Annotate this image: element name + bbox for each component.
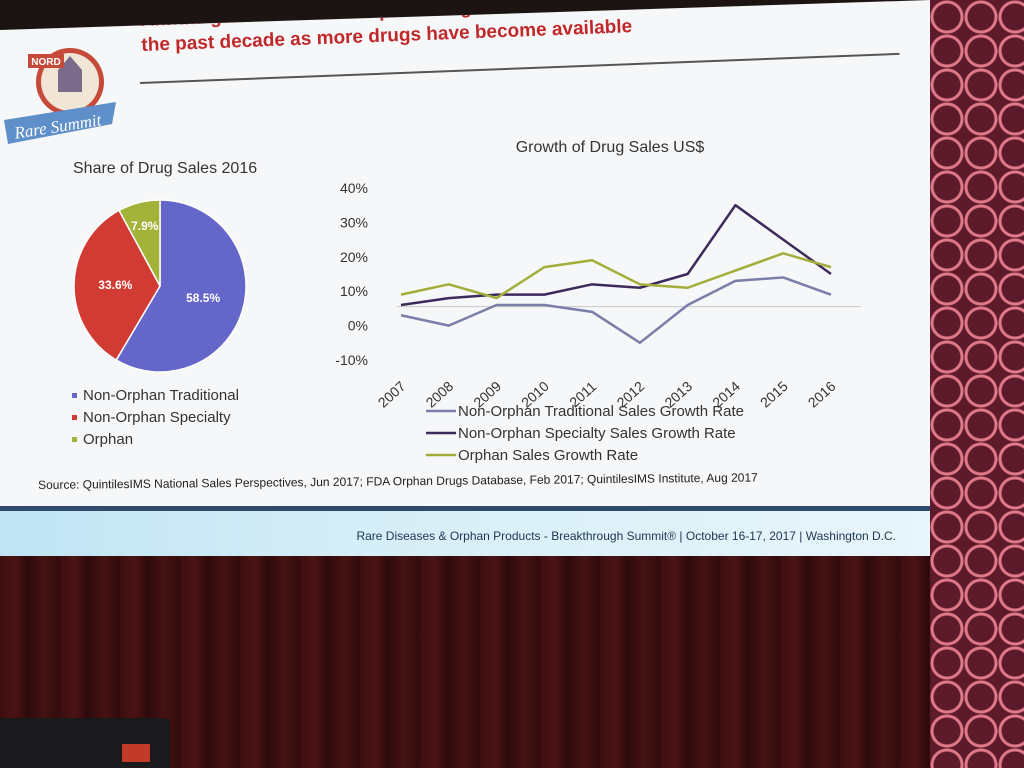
pie-slice [118, 199, 161, 287]
legend-label: Non-Orphan Traditional Sales Growth Rate [458, 403, 744, 420]
legend-label: Orphan [83, 430, 134, 448]
pie-slice-label: 7.9% [131, 219, 159, 233]
footer-text: Rare Diseases & Orphan Products - Breakt… [356, 529, 896, 543]
source-note: Source: QuintilesIMS National Sales Pers… [38, 470, 758, 492]
series-line [400, 252, 832, 300]
legend-label: Non-Orphan Specialty Sales Growth Rate [458, 425, 736, 442]
legend-label: Orphan Sales Growth Rate [458, 447, 638, 464]
legend-label: Non-Orphan Traditional [83, 386, 239, 404]
pie-legend: Non-Orphan Traditional Non-Orphan Special… [72, 384, 239, 450]
x-tick-label: 2008 [423, 378, 457, 411]
series-line [400, 276, 832, 345]
legend-swatch [72, 414, 77, 420]
stage-curtain [0, 556, 1024, 768]
y-tick-label: 10% [340, 283, 368, 299]
rare-summit-logo: NORD Rare Summit [4, 48, 116, 144]
slide-footer: Rare Diseases & Orphan Products - Breakt… [0, 506, 930, 562]
pie-chart: 58.5% 33.6% 7.9% [73, 199, 247, 373]
series-line [400, 203, 832, 307]
pie-chart-title: Share of Drug Sales 2016 [73, 160, 258, 177]
y-tick-label: 40% [340, 180, 368, 196]
projector-light [122, 744, 150, 762]
logo-nord-text: NORD [31, 57, 60, 68]
decorative-side-panel [930, 0, 1024, 768]
y-tick-label: 30% [340, 214, 368, 230]
y-tick-label: 0% [348, 318, 368, 334]
y-tick-label: -10% [335, 352, 368, 368]
pie-slice-label: 58.5% [186, 291, 220, 305]
pie-legend-item: Non-Orphan Specialty [72, 406, 239, 428]
x-tick-label: 2007 [375, 378, 409, 411]
title-divider [140, 52, 900, 84]
pie-legend-item: Non-Orphan Traditional [72, 384, 239, 406]
pie-legend-item: Orphan [72, 428, 239, 450]
presentation-slide: NORD Rare Summit Annual growth rates for… [0, 0, 930, 562]
pie-slice [115, 199, 247, 373]
x-tick-label: 2016 [805, 378, 839, 411]
pie-slice-label: 33.6% [98, 278, 132, 292]
legend-swatch [72, 392, 77, 398]
x-tick-label: 2015 [757, 378, 791, 411]
legend-swatch [72, 436, 77, 442]
legend-label: Non-Orphan Specialty [83, 408, 231, 426]
line-chart: Growth of Drug Sales US$ -10% 0% 10% 20% 30% 4… [335, 139, 861, 464]
y-tick-label: 20% [340, 249, 368, 265]
line-chart-title: Growth of Drug Sales US$ [516, 139, 705, 156]
